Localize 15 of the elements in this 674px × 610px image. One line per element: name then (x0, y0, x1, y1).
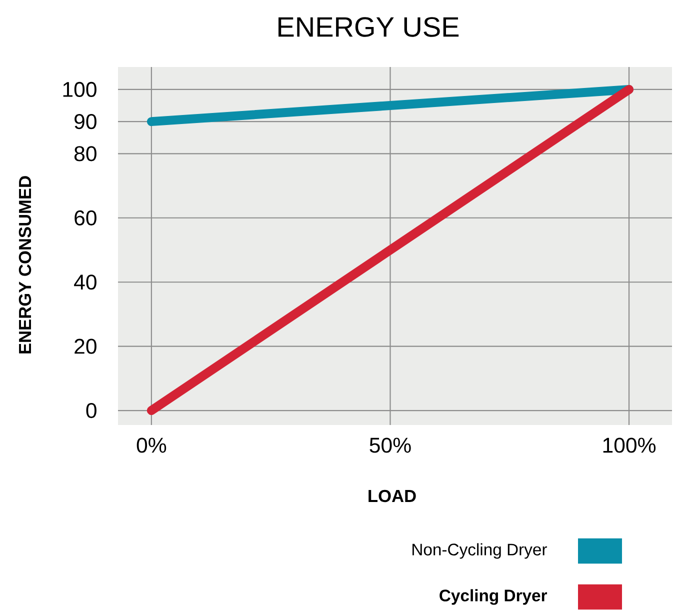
y-axis-title: ENERGY CONSUMED (18, 176, 32, 354)
x-tick-label: 100% (603, 438, 656, 453)
y-tick-label: 90 (74, 114, 96, 130)
x-tick-label: 50% (370, 438, 411, 453)
y-tick-label: 20 (74, 338, 96, 354)
chart-title: ENERGY USE (278, 17, 459, 38)
y-tick-label: 80 (74, 146, 96, 162)
y-tick-label: 100 (63, 82, 96, 98)
legend-label: Non-Cycling Dryer (412, 543, 547, 559)
y-tick-label: 40 (74, 274, 96, 290)
y-tick-label: 0 (86, 403, 96, 418)
legend-label: Cycling Dryer (440, 589, 548, 605)
x-tick-label: 0% (136, 438, 166, 453)
x-axis-title: LOAD (368, 490, 416, 502)
y-tick-label: 60 (74, 210, 96, 226)
